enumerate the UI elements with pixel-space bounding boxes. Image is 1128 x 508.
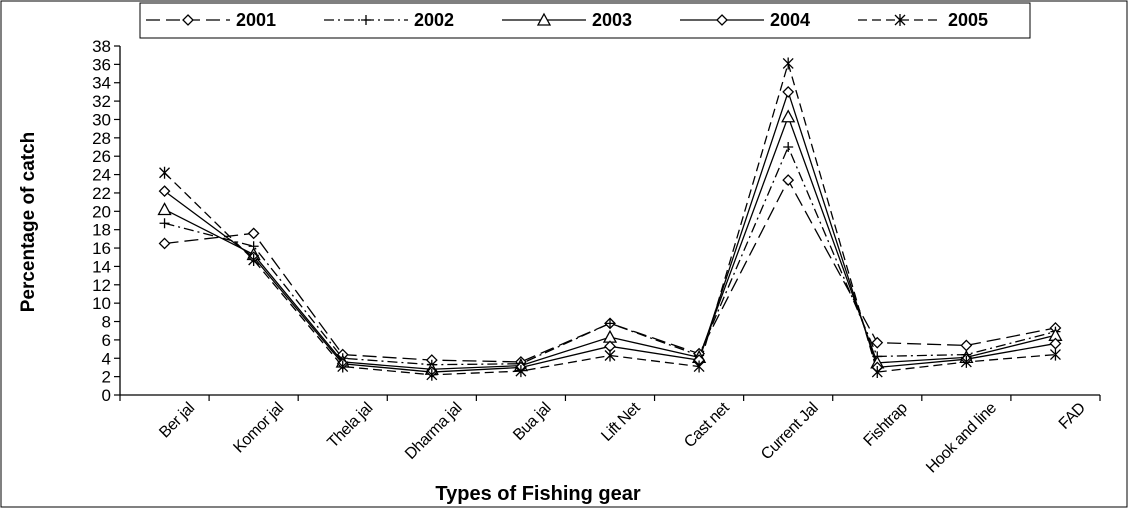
legend-marker-2004 (716, 14, 728, 26)
data-point-2001 (782, 174, 795, 187)
data-point-2001 (247, 227, 260, 240)
legend-label-2005: 2005 (948, 10, 988, 30)
series-line-2002 (164, 145, 1056, 366)
data-point-2004 (782, 86, 795, 98)
y-tick-label: 32 (92, 92, 111, 111)
data-point-2001 (158, 237, 171, 250)
data-point-2004 (1049, 337, 1062, 350)
x-axis-title: Types of Fishing gear (435, 483, 640, 505)
data-point-2002 (159, 218, 170, 229)
y-tick-label: 8 (102, 313, 111, 332)
legend-label-2001: 2001 (236, 10, 276, 30)
y-tick-label: 36 (92, 55, 111, 74)
y-tick-label: 18 (92, 221, 111, 240)
legend-label-2003: 2003 (592, 10, 632, 30)
data-point-2005 (515, 365, 527, 378)
data-point-2005 (426, 368, 438, 381)
data-point-2003 (781, 109, 796, 123)
y-tick-label: 30 (92, 110, 111, 129)
y-axis-title: Percentage of catch (18, 132, 39, 313)
legend-marker-2001 (182, 14, 194, 26)
series-markers (157, 57, 1063, 381)
data-point-2005 (693, 360, 705, 373)
y-tick-label: 24 (92, 166, 111, 185)
y-tick-label: 22 (92, 184, 111, 203)
y-tick-label: 10 (92, 294, 111, 313)
data-point-2002 (783, 142, 794, 153)
series-line-2001 (164, 178, 1056, 363)
data-point-2005 (337, 360, 349, 373)
data-point-2002 (605, 318, 615, 329)
y-tick-label: 6 (102, 331, 111, 350)
y-tick-label: 38 (92, 37, 111, 56)
y-tick-label: 0 (102, 386, 111, 405)
y-tick-label: 2 (102, 368, 111, 387)
data-point-2005 (871, 366, 883, 379)
data-point-2005 (248, 253, 260, 266)
y-tick-label: 34 (92, 74, 111, 93)
y-tick-label: 14 (92, 257, 111, 276)
y-tick-label: 12 (92, 276, 111, 295)
legend: 2001 2002 2003 2004 2005 (139, 2, 1031, 39)
legend-marker-2002 (361, 15, 371, 25)
data-point-2005 (604, 349, 616, 362)
data-point-2005 (1049, 348, 1061, 361)
legend-marker-2003 (536, 12, 552, 26)
legend-marker-2005 (894, 14, 906, 26)
data-point-2004 (158, 185, 171, 198)
data-point-2003 (157, 202, 172, 216)
y-tick-label: 26 (92, 147, 111, 166)
y-tick-label: 28 (92, 129, 111, 148)
data-point-2005 (960, 355, 972, 368)
data-point-2005 (159, 166, 171, 179)
data-point-2001 (871, 336, 884, 349)
legend-label-2002: 2002 (414, 10, 454, 30)
y-tick-label: 20 (92, 202, 111, 221)
data-point-2005 (782, 57, 794, 70)
y-tick-label: 16 (92, 239, 111, 258)
legend-label-2004: 2004 (770, 10, 810, 30)
y-tick-label: 4 (102, 349, 111, 368)
